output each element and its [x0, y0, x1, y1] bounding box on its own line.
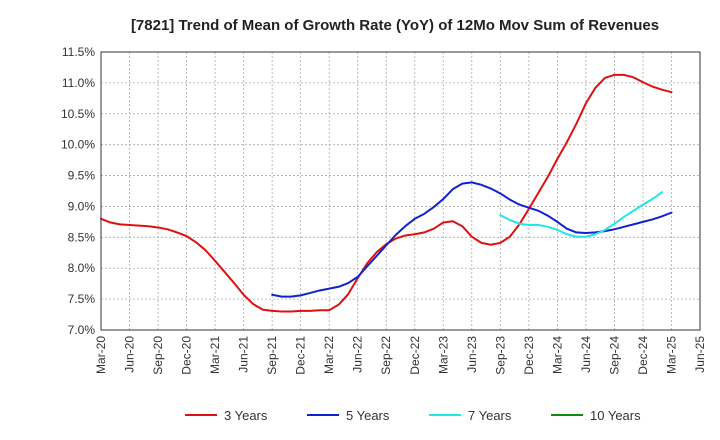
chart-title: [7821] Trend of Mean of Growth Rate (YoY… — [131, 17, 659, 34]
y-tick-label: 11.0% — [62, 76, 95, 90]
x-tick-label: Dec-23 — [522, 336, 536, 375]
x-tick-label: Mar-22 — [322, 336, 336, 374]
x-axis-ticks: Mar-20 Jun-20 Sep-20 Dec-20 Mar-21 Jun-21 Sep-… — [94, 336, 707, 375]
x-tick-label: Mar-24 — [550, 336, 564, 374]
legend-label-10-years: 10 Years — [590, 408, 641, 423]
y-tick-label: 9.0% — [68, 199, 96, 213]
y-tick-label: 10.0% — [61, 138, 95, 152]
x-tick-label: Dec-24 — [636, 336, 650, 375]
x-tick-label: Sep-20 — [151, 336, 165, 375]
x-tick-label: Sep-24 — [607, 336, 621, 375]
x-tick-label: Mar-23 — [436, 336, 450, 374]
y-tick-label: 8.0% — [68, 261, 96, 275]
plot-area-border — [100, 51, 701, 331]
x-tick-label: Mar-20 — [94, 336, 108, 374]
legend-label-7-years: 7 Years — [468, 408, 512, 423]
x-tick-label: Jun-20 — [123, 336, 137, 373]
x-tick-label: Sep-23 — [493, 336, 507, 375]
x-tick-label: Sep-21 — [265, 336, 279, 375]
series-line-5-years — [271, 181, 673, 298]
x-tick-label: Jun-24 — [579, 336, 593, 373]
y-tick-label: 11.5% — [62, 45, 95, 59]
legend-label-3-years: 3 Years — [224, 408, 268, 423]
y-tick-label: 8.5% — [68, 230, 96, 244]
legend: 3 Years 5 Years 7 Years 10 Years — [185, 408, 641, 423]
x-tick-label: Jun-23 — [465, 336, 479, 373]
y-tick-label: 7.5% — [68, 292, 96, 306]
y-axis-ticks: 7.0% 7.5% 8.0% 8.5% 9.0% 9.5% 10.0% 10.5% 11.0% 1… — [61, 45, 95, 337]
x-tick-label: Jun-25 — [693, 336, 707, 373]
y-tick-label: 9.5% — [68, 169, 96, 183]
x-tick-label: Jun-22 — [351, 336, 365, 373]
series-layer — [100, 73, 673, 313]
x-tick-label: Sep-22 — [379, 336, 393, 375]
x-tick-label: Dec-20 — [180, 336, 194, 375]
y-tick-label: 7.0% — [68, 323, 96, 337]
legend-label-5-years: 5 Years — [346, 408, 390, 423]
x-tick-label: Mar-21 — [208, 336, 222, 374]
y-tick-label: 10.5% — [61, 107, 95, 121]
x-tick-label: Dec-21 — [294, 336, 308, 375]
series-line-7-years — [499, 191, 663, 238]
x-tick-label: Jun-21 — [237, 336, 251, 373]
x-tick-label: Dec-22 — [408, 336, 422, 375]
x-tick-label: Mar-25 — [664, 336, 678, 374]
